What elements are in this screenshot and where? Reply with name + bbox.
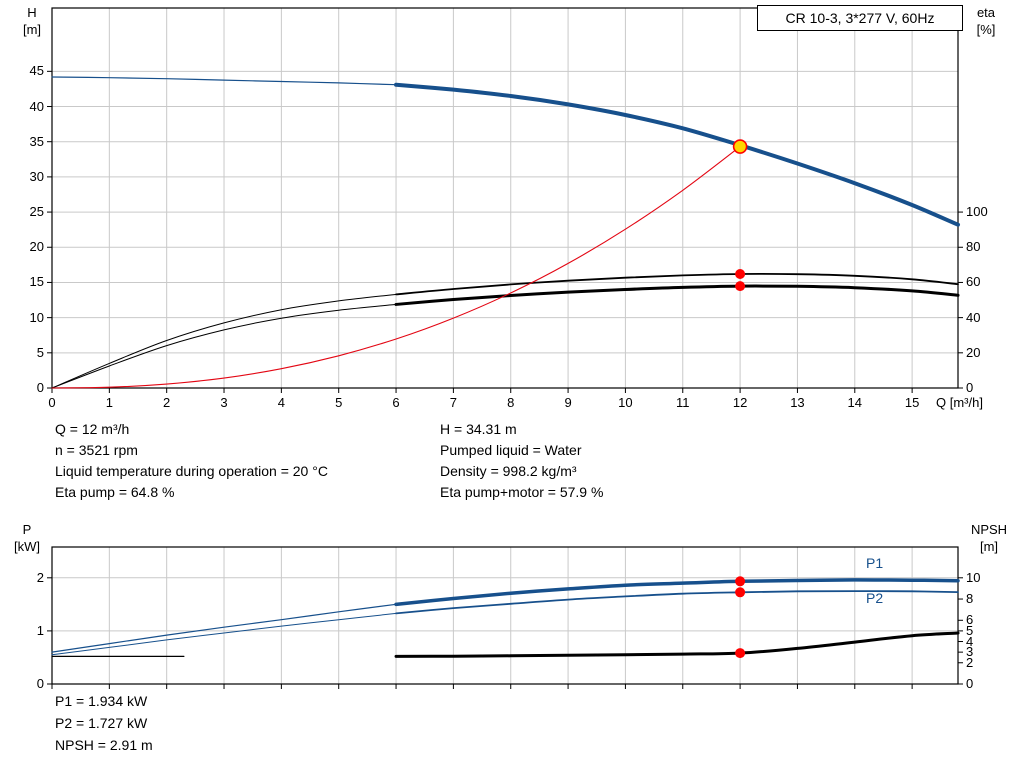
eta-pump-motor-point: [735, 281, 746, 292]
info-eta-pump-motor: Eta pump+motor = 57.9 %: [440, 484, 604, 500]
head-curve-thin: [51, 76, 397, 86]
result-p1: P1 = 1.934 kW: [55, 693, 148, 709]
plot-frame: [51, 7, 959, 389]
p1-curve: [394, 578, 960, 607]
eta-pump-point: [735, 269, 746, 279]
npsh-axis-label: NPSH [m]: [966, 521, 1012, 555]
npsh-axis-label-line1: NPSH: [970, 522, 1008, 537]
pump-title: CR 10-3, 3*277 V, 60Hz: [757, 5, 963, 31]
p-axis-label: P [kW]: [6, 521, 48, 555]
info-liquid-temperature: Liquid temperature during operation = 20…: [55, 463, 328, 479]
eta-axis-label-line2: [%]: [976, 22, 996, 37]
p1-point: [735, 576, 746, 587]
p-axis-label-line2: [kW]: [14, 539, 40, 554]
result-p2: P2 = 1.727 kW: [55, 715, 148, 731]
p1-curve-thin: [51, 603, 397, 653]
h-axis-label-line1: H: [27, 5, 37, 20]
info-eta-pump: Eta pump = 64.8 %: [55, 484, 175, 500]
npsh-point: [735, 648, 746, 659]
eta-pump-curve: [395, 272, 959, 296]
info-speed: n = 3521 rpm: [55, 442, 138, 458]
npsh-curve: [394, 631, 960, 658]
info-q: Q = 12 m³/h: [55, 421, 130, 437]
eta-axis-label: eta [%]: [964, 4, 1008, 38]
plot-frame: [51, 546, 959, 685]
npsh-axis-label-line2: [m]: [979, 539, 999, 554]
p2-point: [735, 587, 746, 598]
head-curve: [394, 82, 960, 227]
p2-curve-label: P2: [866, 590, 884, 606]
system-curve: [51, 146, 741, 389]
eta-axis-label-line1: eta: [976, 5, 996, 20]
eta-pump-motor-curve-thin: [51, 303, 397, 389]
q-axis-label: Q [m³/h]: [936, 395, 983, 410]
p1-curve-label: P1: [866, 555, 884, 571]
info-pumped-liquid: Pumped liquid = Water: [440, 442, 582, 458]
info-head: H = 34.31 m: [440, 421, 517, 437]
duty-point: [732, 139, 748, 154]
h-axis-label: H [m]: [14, 4, 50, 38]
p2-curve: [395, 590, 959, 615]
h-axis-label-line2: [m]: [22, 22, 42, 37]
eta-pump-curve-thin: [51, 293, 397, 389]
result-npsh: NPSH = 2.91 m: [55, 737, 153, 753]
p2-curve-thin: [51, 612, 397, 656]
p-axis-label-line1: P: [22, 522, 32, 537]
info-density: Density = 998.2 kg/m³: [440, 463, 577, 479]
eta-pump-motor-curve: [394, 284, 960, 306]
